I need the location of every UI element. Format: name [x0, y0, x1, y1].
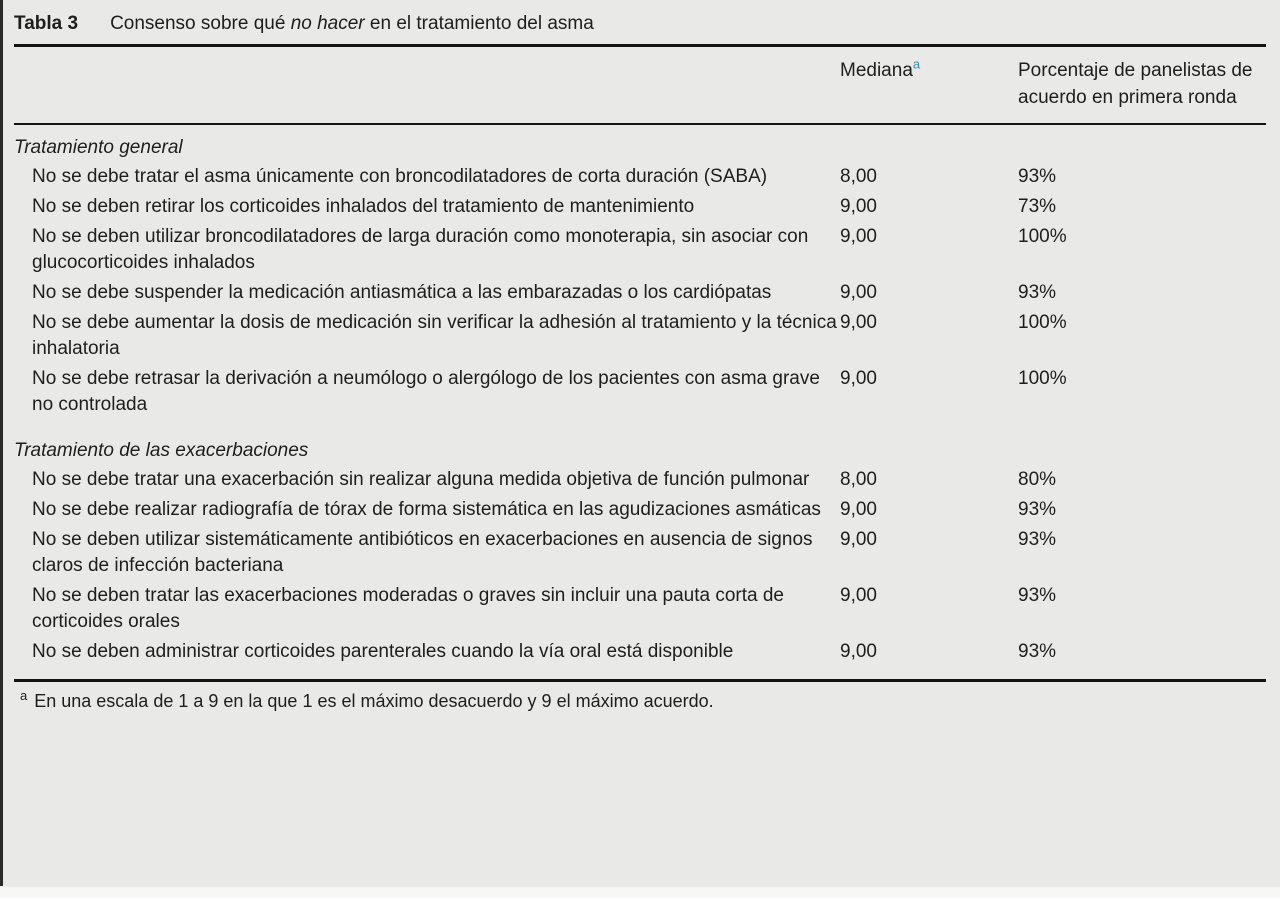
row-percentage-value: 100% — [1018, 226, 1067, 247]
row-median-value: 9,00 — [840, 196, 877, 217]
row-median-value: 8,00 — [840, 166, 877, 187]
row-percentage-value: 100% — [1018, 312, 1067, 333]
page-edge-line — [0, 0, 3, 886]
table-row: No se debe realizar radiografía de tórax… — [14, 497, 1266, 523]
row-median-value: 9,00 — [840, 368, 877, 389]
row-text: No se debe tratar el asma únicamente con… — [32, 166, 768, 187]
table-row: No se debe tratar el asma únicamente con… — [14, 164, 1266, 190]
section-heading: Tratamiento de las exacerbaciones — [14, 440, 309, 461]
row-median-value: 9,00 — [840, 641, 877, 662]
table-title-emphasis: no hacer — [290, 13, 365, 34]
row-percentage-value: 73% — [1018, 196, 1057, 217]
caption-rule — [14, 44, 1266, 47]
row-median-value: 9,00 — [840, 499, 877, 520]
row-median-value: 9,00 — [840, 226, 877, 247]
row-median-value: 9,00 — [840, 282, 877, 303]
row-text: No se deben utilizar sistemáticamente an… — [32, 529, 813, 576]
table-section: Tratamiento de las exacerbaciones No se d… — [14, 438, 1266, 665]
row-text: No se debe realizar radiografía de tórax… — [32, 499, 821, 520]
table-title-suffix: en el tratamiento del asma — [364, 13, 594, 34]
column-header-median: Medianaa — [840, 57, 1018, 84]
row-text: No se deben retirar los corticoides inha… — [32, 196, 695, 217]
table-row: No se debe tratar una exacerbación sin r… — [14, 467, 1266, 493]
table-title-prefix: Consenso sobre qué — [110, 13, 291, 34]
row-percentage-value: 93% — [1018, 641, 1057, 662]
row-text: No se debe tratar una exacerbación sin r… — [32, 469, 810, 490]
row-text: No se deben administrar corticoides pare… — [32, 641, 734, 662]
table-body: Tratamiento general No se debe tratar el … — [14, 125, 1266, 679]
header-rule — [14, 123, 1266, 125]
footer-rule — [14, 679, 1266, 682]
row-median-value: 9,00 — [840, 585, 877, 606]
row-text: No se debe suspender la medicación antia… — [32, 282, 772, 303]
table-row: No se debe aumentar la dosis de medicaci… — [14, 310, 1266, 362]
column-header-percentage: Porcentaje de panelistas de acuerdo en p… — [1018, 60, 1253, 108]
table-caption: Tabla 3 Consenso sobre qué no hacer en el… — [14, 0, 1266, 44]
table-row: No se debe suspender la medicación antia… — [14, 280, 1266, 306]
table-3: Tabla 3 Consenso sobre qué no hacer en el… — [14, 0, 1266, 722]
row-percentage-value: 93% — [1018, 282, 1057, 303]
section-heading: Tratamiento general — [14, 137, 183, 158]
table-header-row: Medianaa Porcentaje de panelistas de acu… — [14, 47, 1266, 123]
row-percentage-value: 93% — [1018, 166, 1057, 187]
row-percentage-value: 93% — [1018, 499, 1057, 520]
row-percentage-value: 93% — [1018, 529, 1057, 550]
table-row: No se deben retirar los corticoides inha… — [14, 194, 1266, 220]
row-text: No se debe retrasar la derivación a neum… — [32, 368, 820, 415]
row-percentage-value: 93% — [1018, 585, 1057, 606]
row-text: No se deben tratar las exacerbaciones mo… — [32, 585, 784, 632]
table-section: Tratamiento general No se debe tratar el … — [14, 135, 1266, 418]
footnote-text: En una escala de 1 a 9 en la que 1 es el… — [34, 691, 714, 711]
row-text: No se debe aumentar la dosis de medicaci… — [32, 312, 837, 359]
median-header-label: Mediana — [840, 60, 913, 81]
table-row: No se deben administrar corticoides pare… — [14, 639, 1266, 665]
table-row: No se debe retrasar la derivación a neum… — [14, 366, 1266, 418]
footnote-marker: a — [20, 688, 28, 703]
table-footnote: a En una escala de 1 a 9 en la que 1 es e… — [14, 682, 1266, 722]
table-row: No se deben tratar las exacerbaciones mo… — [14, 583, 1266, 635]
row-text: No se deben utilizar broncodilatadores d… — [32, 226, 809, 273]
median-footnote-marker: a — [912, 56, 921, 72]
table-row: No se deben utilizar sistemáticamente an… — [14, 527, 1266, 579]
table-label: Tabla 3 — [14, 13, 79, 34]
row-median-value: 8,00 — [840, 469, 877, 490]
row-median-value: 9,00 — [840, 312, 877, 333]
table-row: No se deben utilizar broncodilatadores d… — [14, 224, 1266, 276]
row-median-value: 9,00 — [840, 529, 877, 550]
row-percentage-value: 100% — [1018, 368, 1067, 389]
row-percentage-value: 80% — [1018, 469, 1057, 490]
bottom-strip — [0, 887, 1280, 898]
